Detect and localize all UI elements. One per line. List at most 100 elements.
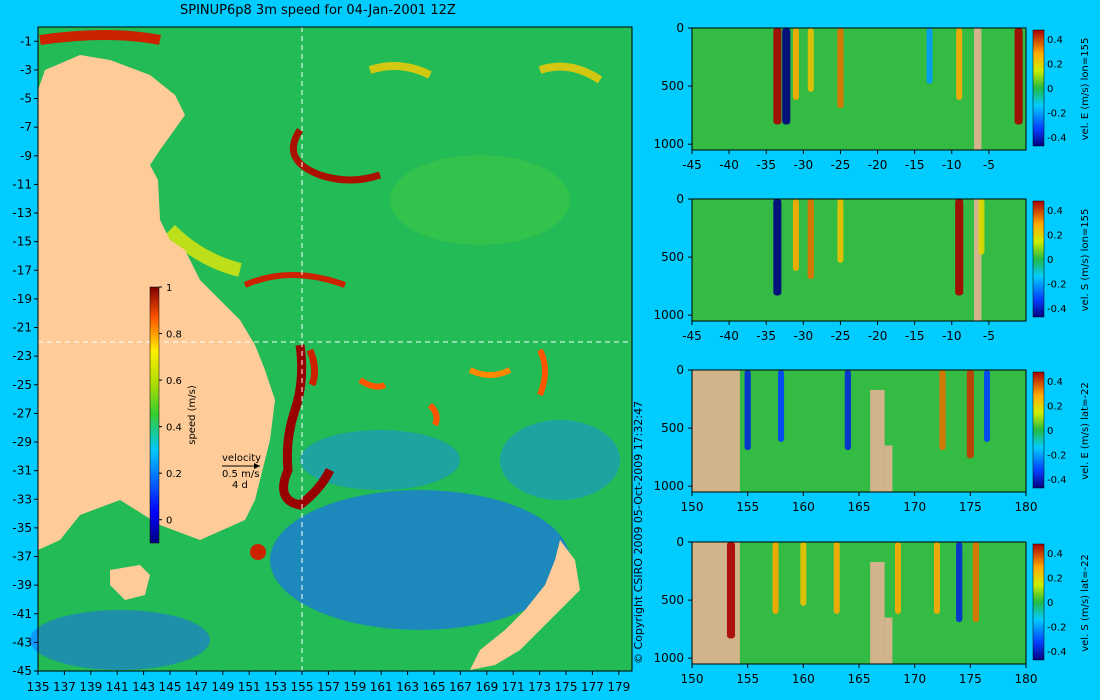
map-y-tick-label: -35 (12, 521, 32, 535)
section-x-tick-label: -40 (719, 329, 739, 343)
section-x-tick-label: -45 (682, 329, 702, 343)
map-x-tick-label: 167 (449, 680, 472, 694)
section-x-tick-label: 160 (792, 672, 815, 686)
section-x-tick-label: 150 (681, 672, 704, 686)
map-y-tick-label: -19 (12, 292, 32, 306)
map-x-tick-label: 179 (607, 680, 630, 694)
map-x-tick-label: 145 (159, 680, 182, 694)
map-y-tick-label: -33 (12, 492, 32, 506)
velocity-feature (792, 28, 799, 101)
map-y-tick-label: -1 (20, 34, 32, 48)
section-x-tick-label: 150 (681, 500, 704, 514)
section-x-tick-label: -25 (831, 329, 851, 343)
map-y-tick-label: -21 (12, 321, 32, 335)
section-x-tick-label: 155 (736, 672, 759, 686)
section-colorbar-tick-label: 0.2 (1047, 574, 1063, 585)
map-y-tick-label: -17 (12, 263, 32, 277)
section-panel: 150 155 160 165 170 175 180 0 500 1000 0.4 0.2 0 -0.2… (653, 363, 1091, 514)
section-title: vel. E (m/s) lat=-22 (1080, 382, 1091, 480)
map-frame (37, 26, 633, 672)
section-y-tick-label: 1000 (653, 137, 684, 151)
velocity-feature (972, 542, 980, 623)
section-x-tick-label: 155 (736, 500, 759, 514)
map-texture (30, 30, 620, 670)
section-x-tick-label: 165 (848, 672, 871, 686)
map-y-tick-label: -25 (12, 378, 32, 392)
section-y-tick-label: 1000 (653, 308, 684, 322)
map-y-tick-label: -23 (12, 349, 32, 363)
velocity-feature (978, 199, 985, 255)
new-guinea-landmass (38, 95, 115, 150)
map-y-tick-label: -15 (12, 235, 32, 249)
velocity-feature (956, 542, 963, 623)
section-background (692, 542, 1026, 664)
section-land-block (692, 370, 740, 492)
velocity-feature (956, 28, 963, 101)
velocity-feature (807, 28, 814, 92)
map-x-tick-label: 139 (79, 680, 102, 694)
map-y-tick-label: -31 (12, 464, 32, 478)
section-colorbar-tick-label: 0.2 (1047, 231, 1063, 242)
map-x-tick-label: 177 (581, 680, 604, 694)
tasmania-landmass (110, 565, 150, 600)
velocity-feature (782, 28, 791, 125)
section-colorbar-tick-label: 0 (1047, 598, 1053, 609)
section-colorbar-tick-label: -0.2 (1047, 280, 1067, 291)
section-panels: -45 -40 -35 -30 -25 -20 -15 -10 -5 0 500 1000 0.4 0.2… (653, 21, 1091, 686)
velocity-feature (837, 199, 844, 263)
section-x-tick-label: 175 (959, 672, 982, 686)
section-x-tick-label: -30 (794, 158, 814, 172)
map-y-tick-label: -29 (12, 435, 32, 449)
section-y-tick-label: 500 (661, 593, 684, 607)
section-colorbar-tick-label: -0.2 (1047, 451, 1067, 462)
map-x-tick-label: 137 (53, 680, 76, 694)
velocity-feature (778, 370, 785, 443)
velocity-feature (844, 370, 852, 451)
section-x-tick-label: 180 (1015, 672, 1038, 686)
section-panel: -45 -40 -35 -30 -25 -20 -15 -10 -5 0 500 1000 0.4 0.2… (653, 192, 1091, 343)
section-colorbar (1032, 200, 1045, 318)
map-x-tick-label: 157 (317, 680, 340, 694)
map-y-tick-label: -13 (12, 206, 32, 220)
section-x-tick-label: -25 (831, 158, 851, 172)
map-y-ticks: -1 -3 -5 -7 -9 -11 -13 -15 -17 -19 -21 -23 -25 -27 -29… (12, 34, 38, 678)
velocity-feature (933, 542, 940, 615)
section-colorbar (1032, 371, 1045, 489)
section-land-block (884, 445, 893, 492)
velocity-feature (837, 28, 844, 109)
section-x-tick-label: -5 (983, 158, 995, 172)
section-x-tick-label: -15 (905, 158, 925, 172)
velocity-legend-title: velocity (222, 453, 261, 464)
section-x-tick-label: -45 (682, 158, 702, 172)
map-x-tick-label: 141 (106, 680, 129, 694)
chart-title: SPINUP6p8 3m speed for 04-Jan-2001 12Z (180, 3, 456, 18)
map-y-tick-label: -41 (12, 607, 32, 621)
section-x-tick-label: -30 (794, 329, 814, 343)
section-land-block (870, 562, 885, 664)
section-colorbar-tick-label: 0.4 (1047, 35, 1063, 46)
map-y-tick-label: -5 (20, 92, 32, 106)
velocity-feature (744, 370, 751, 451)
section-colorbar-tick-label: 0.4 (1047, 549, 1063, 560)
new-zealand-landmass (470, 540, 580, 670)
section-x-tick-label: -15 (905, 329, 925, 343)
section-x-tick-label: -10 (942, 329, 962, 343)
map-x-tick-label: 173 (528, 680, 551, 694)
section-y-tick-label: 0 (676, 363, 684, 377)
section-land-block (974, 199, 982, 321)
section-y-tick-label: 500 (661, 250, 684, 264)
map-x-tick-label: 149 (211, 680, 234, 694)
map-x-tick-label: 165 (423, 680, 446, 694)
section-colorbar (1032, 543, 1045, 661)
section-frame (691, 198, 1027, 322)
section-y-tick-label: 500 (661, 421, 684, 435)
velocity-feature (926, 28, 933, 84)
map-x-tick-label: 153 (264, 680, 287, 694)
section-x-tick-label: 180 (1015, 500, 1038, 514)
section-background (692, 199, 1026, 321)
section-frame (691, 27, 1027, 151)
speed-colorbar-tick-label: 0.2 (166, 469, 182, 480)
velocity-legend-duration: 4 d (232, 480, 248, 491)
velocity-feature (833, 542, 840, 615)
map-x-tick-label: 163 (396, 680, 419, 694)
